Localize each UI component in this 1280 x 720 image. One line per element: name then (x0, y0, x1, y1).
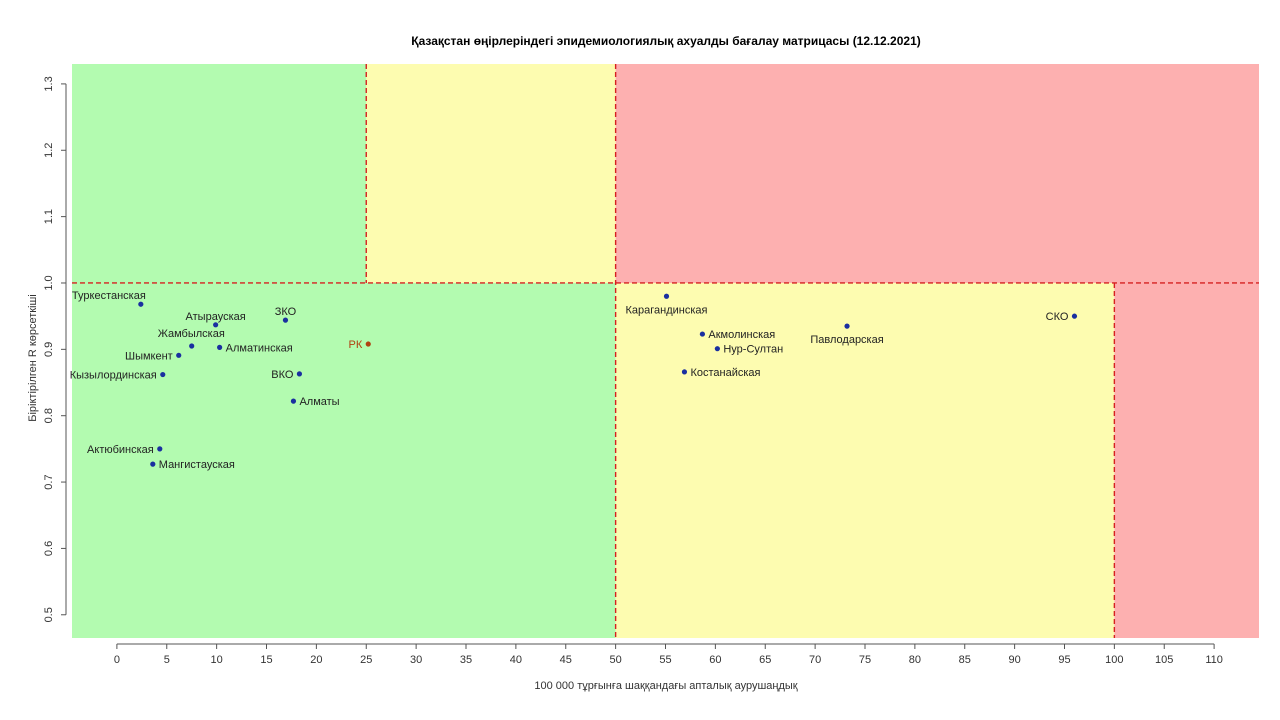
zone-2 (366, 64, 616, 283)
y-tick-label: 1.3 (43, 76, 55, 91)
data-point (296, 371, 303, 377)
x-tick-label: 5 (164, 654, 170, 666)
x-tick-label: 80 (909, 654, 921, 666)
y-tick-label: 1.0 (43, 275, 55, 290)
data-point (699, 331, 706, 337)
x-tick-label: 30 (410, 654, 422, 666)
axes: 0 5 10 15 20 25 30 35 40 45 50 55 60 65 70 75 80 85 90 95 10… (43, 76, 1223, 666)
zone-4 (615, 282, 1115, 638)
data-point (217, 344, 223, 350)
data-point (365, 341, 371, 347)
data-point (714, 346, 720, 352)
data-point-label: Акмолинская (708, 329, 775, 341)
x-tick-label: 110 (1205, 654, 1223, 666)
x-axis-label: 100 000 тұрғынға шаққандағы апталық ауру… (534, 680, 797, 692)
data-point-label: Нур-Султан (723, 344, 783, 356)
x-tick-label: 60 (709, 654, 721, 666)
data-point-label: Алматинская (226, 342, 293, 354)
y-tick-label: 1.1 (43, 209, 55, 224)
x-tick-label: 40 (510, 654, 522, 666)
x-tick-label: 100 (1105, 654, 1123, 666)
data-point-label: Кызылординская (70, 370, 157, 382)
data-point-label: ЗКО (275, 306, 297, 318)
data-point (176, 352, 182, 358)
x-tick-label: 35 (460, 654, 472, 666)
x-tick-label: 0 (114, 654, 120, 666)
y-tick-label: 0.9 (43, 342, 55, 357)
y-tick-label: 0.8 (43, 408, 55, 423)
data-point-label: Костанайская (690, 367, 760, 379)
data-point-label: Атырауская (186, 311, 246, 323)
data-point-label: Карагандинская (625, 304, 707, 316)
data-point (138, 301, 144, 307)
x-tick-label: 70 (809, 654, 821, 666)
data-point-label: Алматы (299, 396, 339, 408)
y-tick-label: 0.7 (43, 474, 55, 489)
zone-5 (1114, 282, 1259, 638)
chart-title: Қазақстан өңірлеріндегі эпидемиологиялық… (411, 34, 921, 48)
data-point-label: СКО (1046, 311, 1069, 323)
data-point-label: Актюбинская (87, 444, 154, 456)
data-point (681, 369, 688, 375)
x-tick-label: 25 (360, 654, 372, 666)
y-tick-label: 1.2 (43, 143, 55, 158)
threshold-lines (72, 64, 1259, 638)
data-point (1071, 313, 1078, 319)
data-point (844, 323, 850, 329)
x-tick-label: 15 (260, 654, 272, 666)
x-tick-label: 95 (1058, 654, 1070, 666)
x-tick-label: 105 (1155, 654, 1173, 666)
x-tick-label: 65 (759, 654, 771, 666)
data-point (663, 293, 670, 299)
data-point-label: Павлодарская (810, 334, 883, 346)
data-point-label: Мангистауская (159, 459, 235, 471)
data-point (213, 322, 219, 328)
data-point-label: Жамбылская (158, 328, 225, 340)
zone-3 (615, 64, 1259, 283)
data-point (160, 371, 166, 378)
x-tick-label: 90 (1008, 654, 1020, 666)
x-tick-label: 50 (610, 654, 622, 666)
data-point (157, 446, 163, 452)
risk-zones (72, 64, 1259, 638)
y-tick-label: 0.5 (43, 607, 55, 622)
data-point (290, 398, 297, 404)
data-point-label: РК (349, 339, 363, 351)
data-point (282, 317, 289, 323)
x-tick-label: 55 (659, 654, 671, 666)
y-axis-label: Біріктірілген R көрсеткіші (27, 294, 39, 422)
data-point (150, 461, 156, 467)
y-tick-label: 0.6 (43, 541, 55, 556)
x-tick-label: 85 (959, 654, 971, 666)
x-tick-label: 10 (211, 654, 223, 666)
x-tick-label: 20 (310, 654, 322, 666)
data-point-label: ВКО (271, 369, 294, 381)
data-point (189, 343, 195, 349)
data-point-label: Туркестанская (72, 290, 146, 302)
x-tick-label: 75 (859, 654, 871, 666)
data-point-label: Шымкент (125, 350, 173, 362)
x-tick-label: 45 (560, 654, 572, 666)
